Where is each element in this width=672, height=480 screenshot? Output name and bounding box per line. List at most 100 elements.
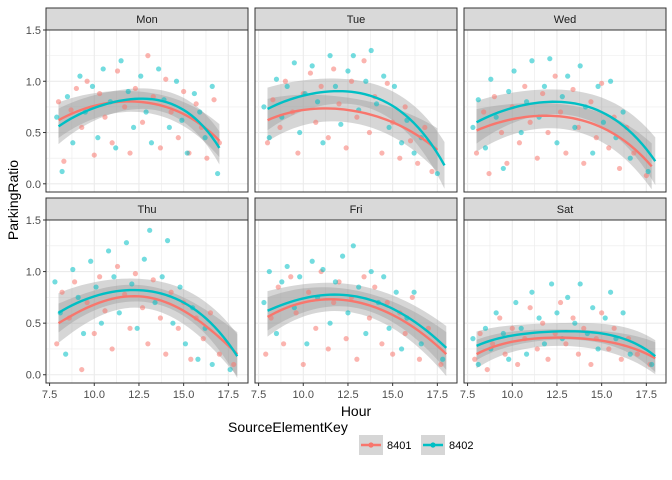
data-point-8402 xyxy=(554,140,560,146)
data-point-8402 xyxy=(184,150,190,156)
data-point-8402 xyxy=(627,351,633,357)
data-point-8401 xyxy=(336,279,342,285)
data-point-8401 xyxy=(588,361,594,368)
data-point-8401 xyxy=(588,99,594,105)
data-point-8402 xyxy=(279,279,285,285)
fit-line-8401 xyxy=(475,336,656,360)
data-point-8402 xyxy=(572,124,578,131)
data-point-8402 xyxy=(134,325,140,331)
data-point-8401 xyxy=(122,104,128,110)
x-tick-label: 10.0 xyxy=(502,389,523,401)
data-point-8402 xyxy=(470,336,476,342)
x-tick-label: 12.5 xyxy=(546,389,567,401)
panel-border xyxy=(463,219,667,384)
data-point-8401 xyxy=(181,88,187,95)
confidence-band-8402 xyxy=(267,282,447,370)
data-point-8402 xyxy=(488,76,494,82)
data-point-8402 xyxy=(470,124,476,131)
data-point-8401 xyxy=(484,366,490,373)
data-point-8402 xyxy=(141,256,147,262)
data-point-8401 xyxy=(97,90,103,97)
data-point-8401 xyxy=(307,70,314,76)
data-point-8402 xyxy=(284,263,290,270)
data-point-8402 xyxy=(95,135,101,141)
data-point-8402 xyxy=(111,274,117,280)
y-tick-label: 1.0 xyxy=(26,76,41,88)
data-point-8402 xyxy=(284,83,290,89)
facet-panel-thu: Thu 0.0 0.5 1.0 1.5 7.5 10.0 12.5 15.0 17.5 xyxy=(26,197,249,401)
panels-layer: Mon 0.0 0.5 1.0 1.5 Tue Wed Thu 0.0 0.5 1.0 1.5 7.5 1… xyxy=(26,7,667,401)
data-point-8401 xyxy=(97,274,103,280)
facet-strip-label: Mon xyxy=(136,14,157,26)
data-point-8402 xyxy=(156,66,162,72)
data-point-8401 xyxy=(264,140,271,146)
data-point-8402 xyxy=(177,284,183,290)
data-point-8402 xyxy=(595,346,601,352)
data-point-8401 xyxy=(336,101,342,107)
data-point-8402 xyxy=(297,274,303,280)
data-point-8402 xyxy=(386,124,392,131)
data-point-8401 xyxy=(139,119,146,125)
data-point-8402 xyxy=(559,94,565,100)
data-point-8401 xyxy=(509,325,515,331)
data-point-8401 xyxy=(540,320,546,326)
data-point-8402 xyxy=(536,315,542,321)
data-point-8401 xyxy=(563,150,569,156)
panel-border xyxy=(254,29,458,193)
data-point-8402 xyxy=(70,140,76,146)
data-point-8401 xyxy=(409,294,415,300)
data-point-8402 xyxy=(89,83,96,89)
confidence-band-8401 xyxy=(476,102,652,190)
data-point-8402 xyxy=(209,361,215,368)
data-point-8401 xyxy=(372,284,378,290)
data-point-8401 xyxy=(415,160,421,166)
data-point-8402 xyxy=(182,341,189,347)
data-point-8402 xyxy=(170,320,176,326)
confidence-band-8402 xyxy=(58,278,238,379)
data-point-8402 xyxy=(398,140,405,146)
data-point-8401 xyxy=(188,356,194,362)
x-tick-label: 17.5 xyxy=(218,389,239,401)
data-point-8401 xyxy=(61,158,67,164)
facet-panel-mon: Mon 0.0 0.5 1.0 1.5 xyxy=(26,7,249,193)
data-point-8402 xyxy=(440,356,446,362)
data-point-8401 xyxy=(477,330,483,337)
data-point-8402 xyxy=(59,168,65,175)
x-tick-label: 10.0 xyxy=(293,389,314,401)
facet-panel-fri: Fri 7.5 10.0 12.5 15.0 17.5 xyxy=(251,197,458,401)
data-point-8402 xyxy=(320,140,326,146)
legend-key-point xyxy=(430,442,436,448)
data-point-8402 xyxy=(118,58,124,64)
data-point-8401 xyxy=(361,58,367,64)
data-point-8401 xyxy=(606,145,612,151)
data-point-8401 xyxy=(216,351,222,357)
data-point-8402 xyxy=(565,294,571,300)
data-point-8402 xyxy=(209,83,215,89)
data-point-8401 xyxy=(491,94,497,100)
data-point-8402 xyxy=(88,258,94,264)
data-point-8401 xyxy=(486,170,492,177)
panel-border xyxy=(254,219,458,384)
data-point-8402 xyxy=(590,305,596,311)
data-point-8402 xyxy=(166,124,172,131)
data-point-8402 xyxy=(434,170,440,177)
data-point-8401 xyxy=(416,356,423,362)
data-point-8401 xyxy=(150,277,156,283)
data-point-8401 xyxy=(631,150,637,156)
data-point-8401 xyxy=(54,341,60,347)
panel-background xyxy=(464,30,666,192)
data-point-8402 xyxy=(309,258,315,264)
data-point-8402 xyxy=(513,299,519,306)
data-point-8401 xyxy=(331,299,337,306)
legend-key-point xyxy=(368,442,374,448)
facet-panel-tue: Tue xyxy=(254,7,458,193)
data-point-8401 xyxy=(231,361,237,368)
data-point-8401 xyxy=(55,99,62,105)
data-point-8402 xyxy=(386,325,392,331)
x-tick-label: 12.5 xyxy=(337,389,358,401)
data-point-8401 xyxy=(277,124,283,131)
data-point-8402 xyxy=(529,58,535,64)
data-point-8401 xyxy=(282,78,288,84)
y-tick-label: 1.0 xyxy=(26,267,41,279)
data-point-8402 xyxy=(518,325,524,331)
